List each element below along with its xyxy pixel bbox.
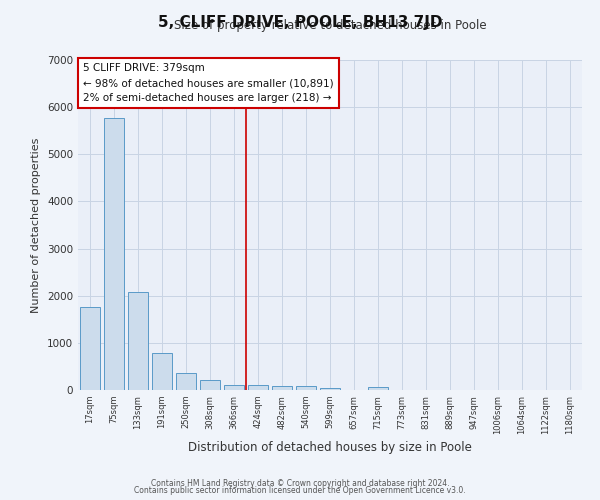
Text: 5 CLIFF DRIVE: 379sqm
← 98% of detached houses are smaller (10,891)
2% of semi-d: 5 CLIFF DRIVE: 379sqm ← 98% of detached … bbox=[83, 64, 334, 103]
Bar bbox=[272, 386, 292, 390]
Text: 5, CLIFF DRIVE, POOLE, BH13 7JD: 5, CLIFF DRIVE, POOLE, BH13 7JD bbox=[158, 15, 442, 30]
Text: Contains public sector information licensed under the Open Government Licence v3: Contains public sector information licen… bbox=[134, 486, 466, 495]
Bar bbox=[176, 372, 196, 390]
Bar bbox=[104, 118, 124, 390]
Bar bbox=[200, 380, 220, 390]
Bar bbox=[368, 387, 388, 390]
Bar bbox=[296, 386, 316, 390]
Bar bbox=[152, 353, 172, 390]
Bar bbox=[128, 292, 148, 390]
Title: Size of property relative to detached houses in Poole: Size of property relative to detached ho… bbox=[173, 20, 487, 32]
Text: Contains HM Land Registry data © Crown copyright and database right 2024.: Contains HM Land Registry data © Crown c… bbox=[151, 478, 449, 488]
X-axis label: Distribution of detached houses by size in Poole: Distribution of detached houses by size … bbox=[188, 441, 472, 454]
Y-axis label: Number of detached properties: Number of detached properties bbox=[31, 138, 41, 312]
Bar bbox=[224, 385, 244, 390]
Bar bbox=[80, 307, 100, 390]
Bar bbox=[248, 385, 268, 390]
Bar bbox=[320, 388, 340, 390]
